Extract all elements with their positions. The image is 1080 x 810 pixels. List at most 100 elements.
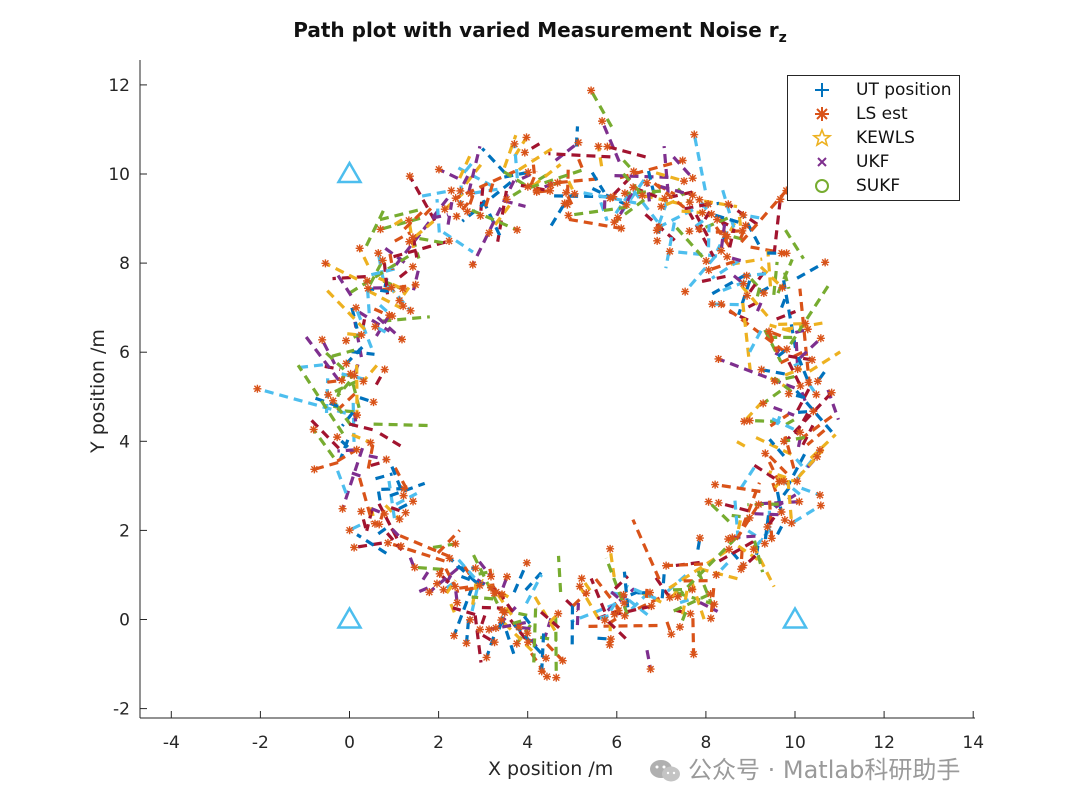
- estimate-path-segment: [459, 175, 470, 189]
- estimate-path-segment: [806, 429, 826, 447]
- ls-estimate-marker: [706, 589, 715, 598]
- ls-estimate-marker: [737, 565, 746, 574]
- estimate-path-segment: [655, 200, 669, 231]
- estimate-path-segment: [773, 406, 795, 417]
- estimate-path-segment: [599, 201, 609, 222]
- estimate-path-segment: [549, 202, 566, 227]
- estimate-path-segment: [467, 145, 482, 193]
- estimate-path-segment: [808, 350, 842, 373]
- ls-estimate-marker: [698, 208, 707, 217]
- estimate-path-segment: [619, 158, 684, 180]
- estimate-path-segment: [622, 159, 635, 173]
- ls-estimate-marker: [606, 544, 615, 553]
- estimate-path-segment: [455, 586, 474, 594]
- ls-estimate-marker: [665, 247, 674, 256]
- ls-estimate-marker: [552, 673, 561, 682]
- estimate-path-segment: [351, 433, 372, 445]
- estimate-path-segment: [728, 228, 736, 248]
- ls-estimate-marker: [688, 585, 697, 594]
- estimate-path-segment: [699, 567, 740, 581]
- ls-estimate-marker: [827, 388, 836, 397]
- estimate-path-segment: [768, 454, 788, 475]
- ls-estimate-marker: [740, 417, 749, 426]
- estimate-path-segment: [508, 619, 522, 627]
- ls-estimate-marker: [801, 319, 810, 328]
- x-tick-label: -4: [163, 733, 180, 753]
- estimate-path-segment: [408, 220, 435, 243]
- ls-estimate-marker: [453, 598, 462, 607]
- ls-estimate-marker: [450, 631, 459, 640]
- estimate-path-segment: [626, 584, 657, 600]
- ls-estimate-marker: [743, 291, 752, 300]
- estimate-path-segment: [454, 591, 459, 603]
- estimate-path-segment: [759, 265, 784, 289]
- estimate-path-segment: [428, 567, 459, 594]
- ls-estimate-marker: [614, 606, 623, 615]
- estimate-path-segment: [337, 448, 355, 453]
- estimate-path-segment: [724, 233, 743, 241]
- axes-layer: [139, 60, 975, 719]
- estimate-path-segment: [698, 274, 726, 284]
- legend-item-ls-est: LS est: [788, 102, 959, 126]
- ls-estimate-marker: [380, 365, 389, 374]
- estimate-path-segment: [797, 409, 814, 414]
- ls-estimate-marker: [629, 183, 638, 192]
- ls-estimate-marker: [456, 200, 465, 209]
- estimate-path-segment: [751, 544, 776, 588]
- ls-estimate-marker: [796, 381, 805, 390]
- ls-estimate-marker: [610, 218, 619, 227]
- estimate-path-segment: [398, 286, 411, 302]
- estimate-path-segment: [494, 586, 514, 613]
- y-tick-label: 12: [108, 76, 130, 96]
- star-marker-icon: [811, 127, 833, 147]
- ls-estimate-marker: [745, 416, 754, 425]
- ls-estimate-marker: [524, 168, 533, 177]
- y-tick-label: 8: [119, 254, 130, 274]
- x-marker-icon: [817, 157, 827, 167]
- estimate-path-segment: [376, 316, 404, 341]
- ls-estimate-marker: [662, 561, 671, 570]
- estimate-path-segment: [759, 283, 775, 294]
- ls-estimate-marker: [357, 507, 366, 516]
- estimate-path-segment: [368, 454, 387, 462]
- chart-title: Path plot with varied Measurement Noise …: [293, 18, 787, 46]
- ls-estimate-marker: [619, 590, 628, 599]
- estimate-path-segment: [411, 236, 419, 258]
- ls-estimate-marker: [514, 623, 523, 632]
- estimate-path-segment: [324, 261, 358, 281]
- ls-estimate-marker: [577, 574, 586, 583]
- estimate-path-segment: [452, 586, 474, 637]
- estimate-path-segment: [782, 391, 833, 445]
- estimate-path-segment: [548, 612, 560, 624]
- estimate-path-segment: [799, 411, 838, 441]
- ls-estimate-marker: [451, 582, 460, 591]
- ls-estimate-marker: [410, 563, 419, 572]
- ls-estimate-marker: [329, 396, 338, 405]
- ls-estimate-marker: [411, 280, 420, 289]
- estimate-path-segment: [610, 590, 626, 605]
- ls-estimate-marker: [500, 608, 509, 617]
- ls-estimate-marker: [767, 534, 776, 543]
- ls-estimate-marker: [523, 629, 532, 638]
- ls-estimate-marker: [352, 445, 361, 454]
- estimate-path-segment: [691, 618, 696, 655]
- estimate-path-segment: [589, 577, 607, 613]
- estimate-path-segment: [570, 602, 617, 624]
- estimate-path-segment: [524, 571, 543, 592]
- estimate-path-segment: [688, 219, 704, 233]
- ls-estimate-marker: [777, 508, 786, 517]
- estimate-path-segment: [637, 595, 664, 611]
- asterisk-marker-icon: [815, 107, 829, 121]
- estimate-path-segment: [312, 395, 339, 408]
- estimate-path-segment: [529, 167, 585, 190]
- ls-estimate-marker: [652, 226, 661, 235]
- estimate-path-segment: [320, 339, 337, 365]
- ls-estimate-marker: [587, 86, 596, 95]
- estimate-path-segment: [683, 255, 717, 293]
- ls-estimate-marker: [723, 252, 732, 261]
- ls-estimate-marker: [796, 428, 805, 437]
- estimate-path-segment: [390, 506, 407, 515]
- estimate-path-segment: [795, 458, 807, 471]
- ls-estimate-marker: [778, 283, 787, 292]
- ls-estimate-marker: [655, 223, 664, 232]
